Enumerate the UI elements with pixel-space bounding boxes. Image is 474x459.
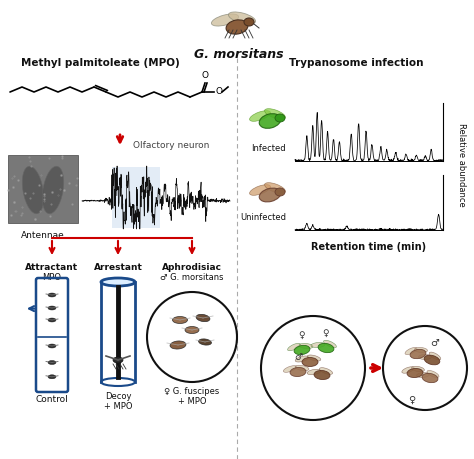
Ellipse shape <box>318 343 334 353</box>
Ellipse shape <box>283 366 297 372</box>
Ellipse shape <box>302 358 318 366</box>
Ellipse shape <box>275 114 285 122</box>
Ellipse shape <box>264 183 285 193</box>
Text: ♂: ♂ <box>294 353 302 362</box>
Ellipse shape <box>48 318 56 322</box>
Ellipse shape <box>113 357 123 363</box>
Text: Antennae: Antennae <box>21 231 65 240</box>
Ellipse shape <box>101 278 135 286</box>
Text: ♂ G. morsitans: ♂ G. morsitans <box>160 273 224 282</box>
Text: Trypanosome infection: Trypanosome infection <box>289 58 423 68</box>
Text: Attractant: Attractant <box>26 263 79 272</box>
Text: Infected: Infected <box>251 144 286 153</box>
Ellipse shape <box>226 20 248 34</box>
Ellipse shape <box>427 370 439 378</box>
Ellipse shape <box>410 349 426 358</box>
Ellipse shape <box>259 188 281 202</box>
Text: ♀: ♀ <box>323 329 329 338</box>
Ellipse shape <box>170 341 186 349</box>
Ellipse shape <box>48 344 56 348</box>
Ellipse shape <box>429 352 441 360</box>
Ellipse shape <box>196 314 210 322</box>
Ellipse shape <box>299 343 313 348</box>
Text: Retention time (min): Retention time (min) <box>311 242 427 252</box>
Text: G. morsitans: G. morsitans <box>194 48 284 61</box>
Bar <box>8 155 78 223</box>
Ellipse shape <box>324 340 337 348</box>
Ellipse shape <box>314 370 330 380</box>
Text: ♀: ♀ <box>299 331 305 340</box>
Ellipse shape <box>48 360 56 364</box>
Ellipse shape <box>228 12 255 24</box>
Text: Decoy
+ MPO: Decoy + MPO <box>104 392 132 411</box>
Ellipse shape <box>415 347 428 353</box>
Ellipse shape <box>319 368 333 375</box>
Ellipse shape <box>402 367 414 373</box>
Text: Relative abundance: Relative abundance <box>457 123 466 207</box>
Ellipse shape <box>259 114 281 129</box>
Ellipse shape <box>48 293 56 297</box>
Ellipse shape <box>48 375 56 379</box>
Ellipse shape <box>42 166 64 214</box>
Ellipse shape <box>417 372 429 378</box>
Bar <box>112 167 160 228</box>
Ellipse shape <box>411 366 424 372</box>
Text: O: O <box>201 71 209 80</box>
Ellipse shape <box>250 111 271 121</box>
Text: ♂: ♂ <box>430 338 439 348</box>
Ellipse shape <box>244 18 254 26</box>
Ellipse shape <box>199 339 211 345</box>
Ellipse shape <box>294 345 310 355</box>
Text: Uninfected: Uninfected <box>240 213 286 222</box>
Text: ♀ G. fuscipes
+ MPO: ♀ G. fuscipes + MPO <box>164 387 219 406</box>
Ellipse shape <box>173 317 188 324</box>
Text: MPO: MPO <box>43 273 62 282</box>
Ellipse shape <box>185 326 199 334</box>
Ellipse shape <box>311 342 325 347</box>
Ellipse shape <box>419 354 431 359</box>
Ellipse shape <box>422 373 438 383</box>
Ellipse shape <box>290 368 306 376</box>
Text: Arrestant: Arrestant <box>93 263 143 272</box>
Ellipse shape <box>407 369 423 378</box>
Text: Aphrodisiac: Aphrodisiac <box>162 263 222 272</box>
Text: Control: Control <box>36 395 68 404</box>
Ellipse shape <box>264 109 285 119</box>
Text: Olfactory neuron: Olfactory neuron <box>133 141 210 151</box>
Ellipse shape <box>307 355 321 361</box>
Ellipse shape <box>275 188 285 196</box>
Ellipse shape <box>424 355 440 365</box>
Text: O: O <box>216 88 223 96</box>
Ellipse shape <box>295 365 309 371</box>
Ellipse shape <box>48 306 56 310</box>
Ellipse shape <box>288 343 301 351</box>
Ellipse shape <box>22 166 44 214</box>
Text: Methyl palmitoleate (MPO): Methyl palmitoleate (MPO) <box>21 58 179 68</box>
Ellipse shape <box>307 369 321 375</box>
Text: ♀: ♀ <box>409 395 416 405</box>
Ellipse shape <box>250 185 271 196</box>
Ellipse shape <box>295 356 309 362</box>
Ellipse shape <box>405 347 417 354</box>
Ellipse shape <box>211 14 238 26</box>
